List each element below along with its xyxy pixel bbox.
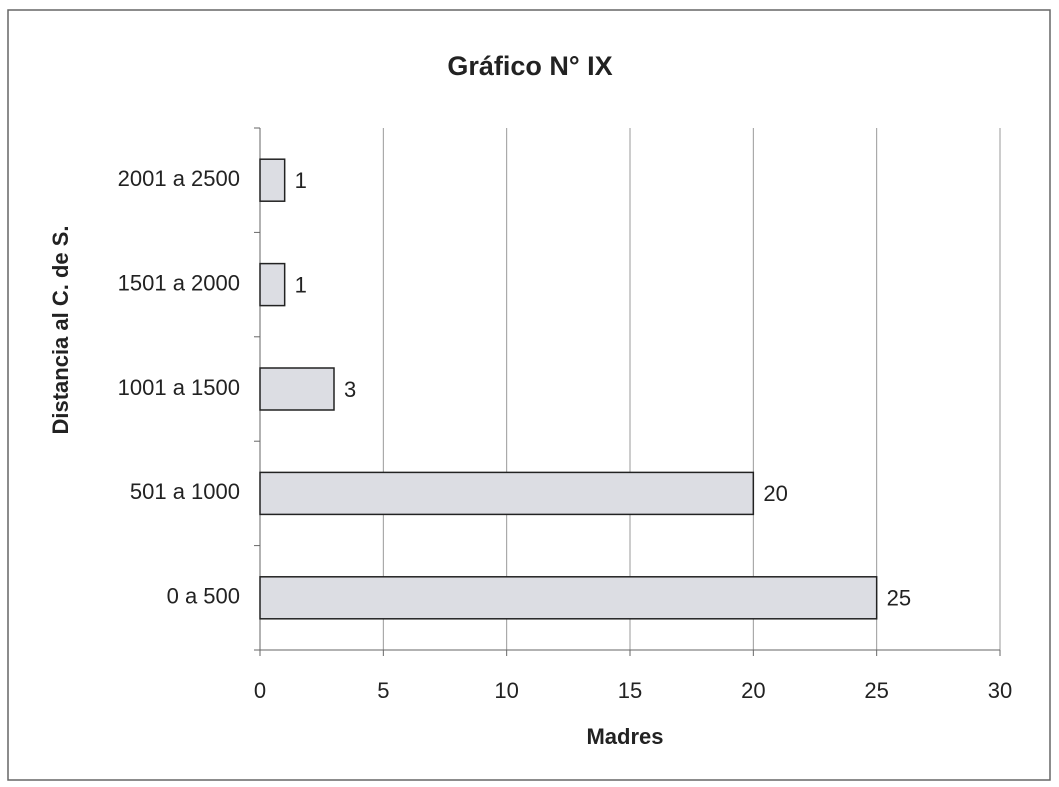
y-tick-label: 0 a 500 bbox=[167, 584, 240, 609]
y-tick-label: 501 a 1000 bbox=[130, 479, 240, 504]
bar bbox=[259, 158, 286, 202]
chart-title: Gráfico N° IX bbox=[447, 51, 612, 81]
x-tick-label: 15 bbox=[618, 678, 642, 703]
x-tick-label: 30 bbox=[988, 678, 1012, 703]
y-tick-label: 2001 a 2500 bbox=[118, 166, 240, 191]
bar bbox=[259, 471, 755, 516]
data-label: 1 bbox=[295, 272, 307, 297]
y-axis-label: Distancia al C. de S. bbox=[48, 225, 73, 434]
x-axis-label: Madres bbox=[586, 724, 663, 749]
x-tick-label: 5 bbox=[377, 678, 389, 703]
x-tick-label: 20 bbox=[741, 678, 765, 703]
y-tick-label: 1001 a 1500 bbox=[118, 375, 240, 400]
data-label: 25 bbox=[887, 586, 911, 611]
x-tick-label: 25 bbox=[864, 678, 888, 703]
data-label: 3 bbox=[344, 377, 356, 402]
y-tick-label: 1501 a 2000 bbox=[118, 270, 240, 295]
bar bbox=[259, 576, 878, 620]
bar bbox=[259, 262, 286, 307]
bar bbox=[259, 367, 335, 411]
data-label: 1 bbox=[295, 168, 307, 193]
x-tick-label: 0 bbox=[254, 678, 266, 703]
data-label: 20 bbox=[763, 481, 787, 506]
x-tick-label: 10 bbox=[494, 678, 518, 703]
